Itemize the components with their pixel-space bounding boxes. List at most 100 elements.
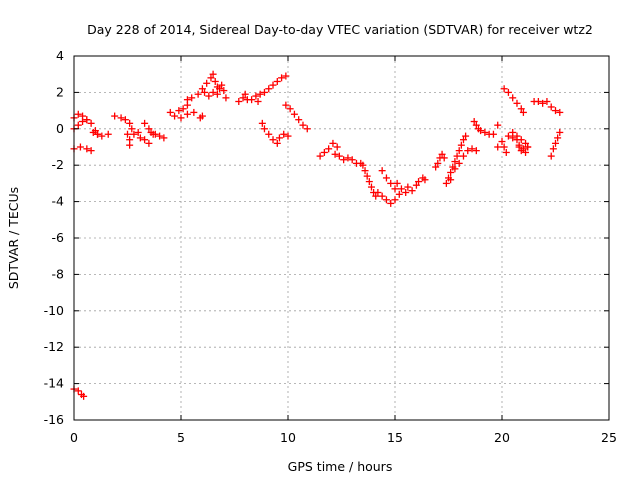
- data-point: [522, 139, 530, 147]
- y-tick-label: 2: [56, 84, 64, 99]
- data-point: [519, 108, 527, 116]
- data-point: [121, 116, 129, 124]
- data-point: [79, 118, 87, 126]
- data-point: [87, 119, 95, 127]
- x-tick-label: 25: [601, 430, 617, 445]
- data-point: [547, 152, 555, 160]
- y-tick-label: -16: [44, 412, 64, 427]
- axis-ticks: [73, 55, 610, 421]
- data-point: [209, 70, 217, 78]
- data-point: [183, 110, 191, 118]
- data-point: [459, 136, 467, 144]
- data-point: [218, 81, 226, 89]
- data-point: [513, 99, 521, 107]
- data-point: [412, 181, 420, 189]
- data-point: [134, 128, 142, 136]
- data-point: [543, 98, 551, 105]
- y-tick-label: -10: [44, 303, 64, 318]
- data-point: [286, 105, 294, 113]
- data-point: [335, 152, 343, 160]
- data-point: [284, 132, 292, 140]
- data-point: [421, 176, 429, 184]
- data-point: [260, 88, 268, 96]
- data-point: [190, 108, 198, 116]
- data-point: [166, 108, 174, 116]
- data-point: [80, 392, 88, 400]
- data-point: [98, 132, 106, 140]
- data-point: [519, 145, 527, 153]
- data-point: [130, 130, 138, 138]
- data-point: [402, 189, 410, 196]
- data-point: [554, 134, 562, 142]
- data-point: [222, 94, 230, 102]
- data-point: [111, 112, 119, 120]
- data-point: [280, 130, 288, 138]
- data-point: [275, 134, 283, 142]
- data-point: [395, 190, 403, 198]
- data-point: [325, 145, 333, 153]
- data-point: [265, 85, 273, 93]
- data-point: [348, 156, 356, 164]
- data-point: [316, 152, 324, 160]
- data-point: [552, 139, 559, 147]
- y-tick-label: -6: [52, 230, 65, 245]
- data-point: [367, 183, 375, 191]
- data-point: [128, 125, 136, 133]
- data-point: [290, 110, 298, 118]
- data-point: [509, 94, 517, 102]
- data-point: [365, 178, 373, 186]
- data-point: [391, 196, 399, 204]
- data-point: [117, 114, 125, 122]
- data-point: [209, 88, 217, 96]
- y-tick-label: -4: [52, 194, 65, 209]
- x-tick-label: 0: [70, 430, 78, 445]
- data-point: [151, 130, 159, 138]
- data-point: [361, 167, 369, 175]
- data-point: [273, 139, 281, 147]
- data-point: [515, 143, 523, 151]
- data-point: [333, 143, 341, 151]
- data-point: [175, 107, 183, 115]
- data-point: [504, 132, 512, 140]
- data-point: [472, 147, 480, 155]
- data-point: [455, 147, 463, 155]
- data-point: [87, 147, 95, 155]
- data-point: [447, 168, 455, 176]
- data-point: [432, 163, 440, 171]
- data-point: [207, 74, 215, 82]
- data-point: [94, 130, 102, 138]
- data-point: [126, 141, 134, 149]
- data-point: [201, 88, 209, 96]
- data-point: [340, 156, 348, 164]
- data-point: [447, 176, 455, 184]
- data-point: [391, 185, 399, 193]
- data-point: [74, 387, 82, 395]
- x-tick-label: 15: [387, 430, 403, 445]
- data-point: [344, 154, 352, 162]
- data-point: [502, 148, 510, 156]
- y-axis-label: SDTVAR / TECUs: [6, 187, 21, 289]
- data-point: [374, 189, 382, 196]
- y-tick-label: -2: [52, 157, 64, 172]
- data-point: [457, 141, 465, 149]
- data-point: [256, 90, 264, 98]
- data-point: [269, 81, 277, 89]
- data-point: [408, 187, 416, 195]
- data-point: [442, 179, 450, 187]
- data-point: [477, 127, 485, 135]
- data-point: [556, 108, 564, 116]
- y-tick-label: -14: [44, 376, 64, 391]
- data-point: [194, 90, 202, 98]
- data-point: [156, 132, 164, 140]
- data-point: [160, 134, 168, 142]
- data-point: [382, 174, 390, 182]
- data-point: [141, 119, 149, 127]
- x-tick-label: 5: [177, 430, 185, 445]
- data-point: [438, 150, 446, 158]
- data-point: [378, 192, 386, 200]
- data-point: [382, 196, 390, 204]
- data-points: [70, 70, 564, 400]
- data-point: [177, 114, 185, 122]
- data-point: [459, 152, 467, 160]
- data-point: [74, 110, 82, 118]
